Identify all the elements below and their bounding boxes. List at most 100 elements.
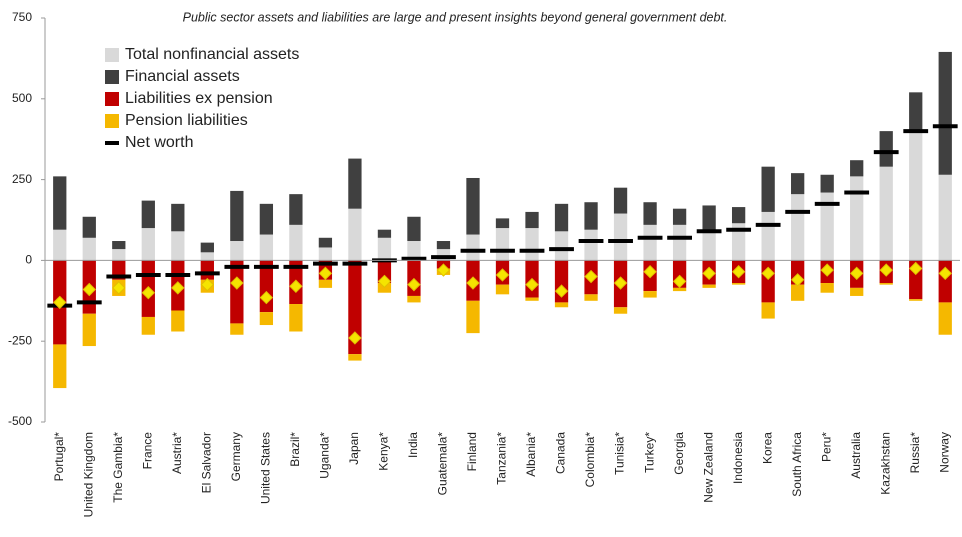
bar-segment xyxy=(909,299,923,301)
bar-segment xyxy=(53,344,67,389)
bar-segment xyxy=(289,224,303,261)
legend-swatch xyxy=(105,70,119,84)
x-tick-label: Uganda* xyxy=(318,432,332,479)
bar-segment xyxy=(938,51,952,175)
diamond-marker xyxy=(554,284,569,298)
bar-segment xyxy=(112,249,126,261)
bar-segment xyxy=(171,203,185,232)
bar-segment xyxy=(53,176,67,230)
diamond-marker xyxy=(495,268,510,282)
diamond-marker xyxy=(377,274,392,289)
bar-segment xyxy=(761,166,775,212)
bar-segment xyxy=(436,241,451,250)
x-tick-label: France xyxy=(140,432,154,470)
bar-segment xyxy=(289,194,303,225)
x-tick-label: Norway xyxy=(937,432,951,473)
bar-segment xyxy=(909,131,923,261)
bar-segment xyxy=(407,295,421,303)
bar-segment xyxy=(613,213,628,261)
bar-segment xyxy=(495,284,510,295)
bar-segment xyxy=(613,307,628,314)
diamond-marker xyxy=(613,276,628,290)
diamond-marker xyxy=(584,269,598,284)
diamond-marker xyxy=(436,263,451,277)
bar-segment xyxy=(112,241,126,250)
bar-segment xyxy=(407,241,421,261)
x-tick-label: Guatemala* xyxy=(436,432,450,496)
diamond-marker xyxy=(82,282,96,297)
diamond-marker xyxy=(407,277,421,292)
bar-segment xyxy=(643,291,657,298)
bar-segment xyxy=(879,166,893,261)
diamond-marker xyxy=(731,265,746,279)
bar-segment xyxy=(318,237,333,248)
diamond-marker xyxy=(466,276,480,290)
diamond-marker xyxy=(790,273,805,287)
bar-segment xyxy=(731,207,746,224)
bar-segment xyxy=(613,187,628,214)
bar-segment xyxy=(407,216,421,242)
diamond-marker xyxy=(643,265,657,279)
bar-segment xyxy=(554,203,569,232)
bar-segment xyxy=(820,283,834,293)
bar-segment xyxy=(731,223,746,261)
bar-segment xyxy=(643,224,657,261)
legend-swatch xyxy=(105,92,119,106)
x-tick-label: Russia* xyxy=(908,432,922,474)
bar-segment xyxy=(731,283,746,285)
chart-title: Public sector assets and liabilities are… xyxy=(183,10,728,24)
x-tick-label: Tanzania* xyxy=(495,432,509,485)
bar-segment xyxy=(348,158,362,209)
bar-segment xyxy=(318,247,333,261)
x-tick-label: Tunisia* xyxy=(613,432,627,475)
bar-segment xyxy=(171,310,185,332)
bar-segment xyxy=(200,252,214,261)
diamond-marker xyxy=(820,263,834,277)
bar-segment xyxy=(377,229,392,238)
bar-segment xyxy=(495,228,510,261)
bar-segment xyxy=(348,354,362,361)
x-tick-label: Canada xyxy=(554,432,568,474)
x-tick-label: The Gambia* xyxy=(111,432,125,503)
bar-segment xyxy=(171,231,185,261)
legend-swatch xyxy=(105,48,119,62)
bar-segment xyxy=(200,242,214,253)
bar-segment xyxy=(850,287,864,296)
bar-segment xyxy=(141,316,155,335)
diamond-marker xyxy=(702,266,716,281)
bar-segment xyxy=(791,194,805,261)
x-tick-label: Georgia xyxy=(672,432,686,475)
bar-segment xyxy=(259,203,274,235)
y-tick-label: -250 xyxy=(8,333,32,347)
x-tick-label: Austria* xyxy=(170,432,184,474)
bar-segment xyxy=(672,287,687,292)
bar-segment xyxy=(289,304,303,332)
x-tick-label: Germany xyxy=(229,432,243,481)
bar-segment xyxy=(879,131,893,167)
x-tick-label: Turkey* xyxy=(642,432,656,473)
bar-segment xyxy=(850,176,864,261)
diamond-marker xyxy=(938,266,952,281)
diamond-marker xyxy=(230,276,244,290)
diamond-marker xyxy=(348,331,362,345)
bar-segment xyxy=(230,323,244,335)
diamond-marker xyxy=(525,277,539,292)
y-tick-label: 0 xyxy=(25,253,32,267)
bar-segment xyxy=(259,312,274,326)
diamond-marker xyxy=(909,261,923,276)
bar-segment xyxy=(230,190,244,242)
bar-segment xyxy=(761,302,775,319)
x-tick-label: Brazil* xyxy=(288,432,302,467)
bar-segment xyxy=(850,160,864,177)
legend-label: Total nonfinancial assets xyxy=(125,46,299,63)
y-tick-label: 250 xyxy=(12,172,32,186)
bar-segment xyxy=(436,249,451,261)
x-tick-label: Kazakhstan xyxy=(878,432,892,495)
x-tick-label: El Salvador xyxy=(200,432,214,493)
bar-segment xyxy=(466,300,480,334)
bar-segment xyxy=(377,260,392,284)
bar-segment xyxy=(230,241,244,261)
diamond-marker xyxy=(289,279,303,293)
bar-segment xyxy=(259,234,274,261)
legend-swatch xyxy=(105,114,119,128)
